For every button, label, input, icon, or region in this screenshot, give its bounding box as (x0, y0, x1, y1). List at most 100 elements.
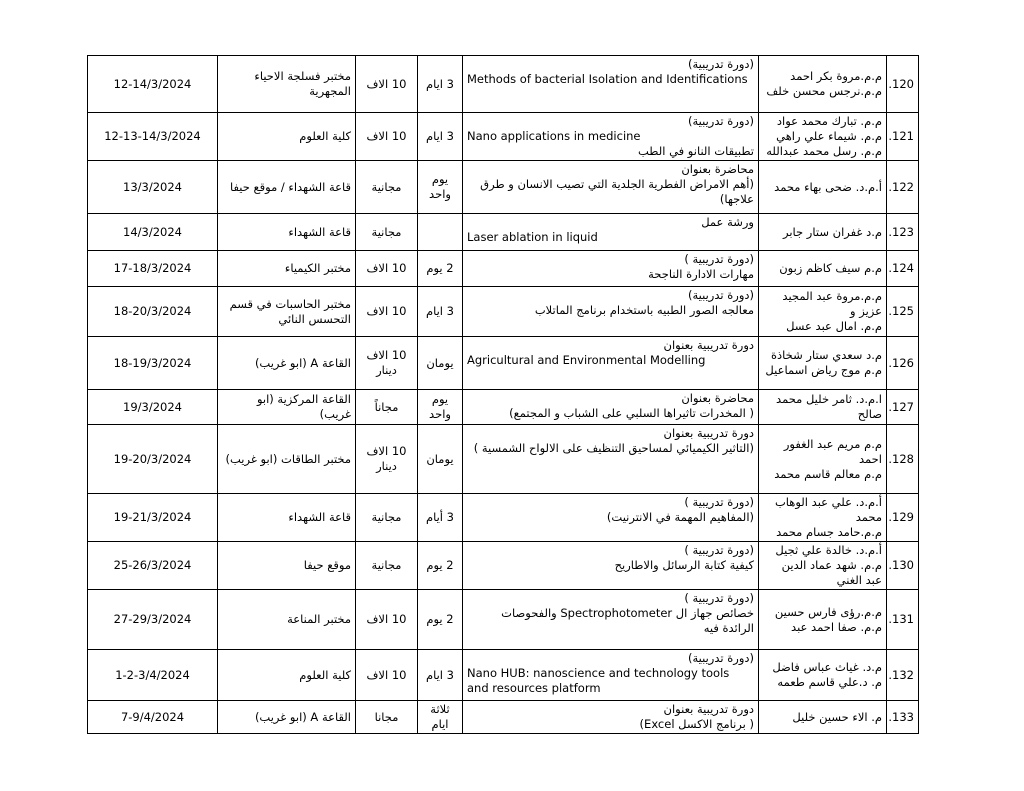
presenters-line: م.م. امال عبد عسل (786, 319, 882, 333)
presenters-line: م.م سيف كاظم زبون (779, 261, 882, 275)
presenters-cell: م.د سعدي ستار شخاذة م.م موج رياض اسماعيل (758, 336, 887, 390)
table-row: 129. أ.م.د. علي عبد الوهاب محمد م.م.حامد ج… (87, 493, 919, 542)
date-cell: 27-29/3/2024 (87, 589, 218, 650)
duration-cell: 3 ايام (417, 649, 463, 701)
date-cell: 13/3/2024 (87, 160, 218, 214)
duration-cell: 2 يوم (417, 589, 463, 650)
fee-cell: 10 الاف (355, 112, 418, 161)
table-row: 124. م.م سيف كاظم زبون (دورة تدريبية ) مهار… (87, 250, 919, 287)
row-number-cell: 130. (886, 541, 919, 590)
course-title-line: (المفاهيم المهمة في الانترنيت) (606, 510, 754, 524)
duration-cell: يومان (417, 424, 463, 494)
row-number-cell: 133. (886, 700, 919, 734)
course-title-cell: (دورة تدريبية) Methods of bacterial Isola… (462, 55, 759, 113)
presenters-line: أ.م.د. خالدة علي ثجيل (775, 543, 882, 557)
presenters-line: أ.م.د. علي عبد الوهاب محمد (774, 495, 882, 524)
course-title-line: Agricultural and Environmental Modelling (467, 353, 706, 367)
course-title-line: كيفية كتابة الرسائل والاطاريح (614, 558, 754, 572)
row-number-cell: 120. (886, 55, 919, 113)
table-row: 125. م.م.مروة عبد المجيد عزيز و م.م. امال … (87, 286, 919, 337)
course-title-line: دورة تدريبية بعنوان (663, 426, 754, 440)
duration-cell: 3 أيام (417, 493, 463, 542)
presenters-cell: أ.م.د. ضحى بهاء محمد (758, 160, 887, 214)
table-row: 122. أ.م.د. ضحى بهاء محمد محاضرة بعنوان (أه… (87, 160, 919, 214)
fee-cell: 10 الاف دينار (355, 336, 418, 390)
duration-cell: يومان (417, 336, 463, 390)
row-number-cell: 121. (886, 112, 919, 161)
table-row: 133. م. الاء حسين خليل دورة تدريبية بعنوان… (87, 700, 919, 734)
fee-cell: مجانية (355, 160, 418, 214)
location-cell: قاعة الشهداء (217, 493, 356, 542)
location-cell: مختبر الحاسبات في قسم التحسس النائي (217, 286, 356, 337)
date-cell: 1-2-3/4/2024 (87, 649, 218, 701)
location-cell: كلية العلوم (217, 649, 356, 701)
duration-cell: 3 ايام (417, 112, 463, 161)
row-number-cell: 129. (886, 493, 919, 542)
date-cell: 12-13-14/3/2024 (87, 112, 218, 161)
course-title-line: (التاثير الكيميائي لمساحيق التنظيف على ا… (473, 441, 754, 455)
presenters-line: م.م.حامد جسام محمد (776, 525, 882, 539)
presenters-cell: أ.م.د. علي عبد الوهاب محمد م.م.حامد جسام … (758, 493, 887, 542)
course-title-line: (دورة تدريبية ) (684, 591, 754, 605)
location-cell: كلية العلوم (217, 112, 356, 161)
course-title-line: محاضرة بعنوان (681, 391, 754, 405)
course-title-line: دورة تدريبية بعنوان (663, 702, 754, 716)
duration-cell: يوم واحد (417, 160, 463, 214)
courses-table: 120. م.م.مروة بكر احمد م.م.نرجس محسن خلف (د… (87, 55, 919, 734)
row-number-cell: 127. (886, 389, 919, 425)
presenters-cell: م.م سيف كاظم زبون (758, 250, 887, 287)
date-cell: 7-9/4/2024 (87, 700, 218, 734)
course-title-line: معالجه الصور الطبيه باستخدام برنامج الما… (534, 303, 754, 317)
course-title-line: (دورة تدريبية) (688, 288, 754, 302)
presenters-cell: أ.م.د. خالدة علي ثجيل م.م. شهد عماد الدين… (758, 541, 887, 590)
table-row: 127. ا.م.د. ثامر خليل محمد صالح محاضرة بعن… (87, 389, 919, 425)
presenters-line: م.د غفران ستار جابر (782, 224, 882, 239)
course-title-line: ( المخدرات تاثيراها السلبي على الشباب و … (509, 406, 754, 420)
course-title-cell: دورة تدريبية بعنوان (التاثير الكيميائي لم… (462, 424, 759, 494)
course-title-line: (دورة تدريبية ) (684, 252, 754, 266)
table-row: 123. م.د غفران ستار جابر ورشة عمل Laser abl… (87, 213, 919, 251)
fee-cell: مجانية (355, 541, 418, 590)
table-body: 120. م.م.مروة بكر احمد م.م.نرجس محسن خلف (د… (87, 55, 919, 734)
course-title-line: خصائص جهاز ال Spectrophotometer والفحوصا… (501, 606, 754, 635)
location-cell: موقع حيفا (217, 541, 356, 590)
presenters-line: م.م. صفا احمد عبد (791, 619, 882, 634)
presenters-line: م.م.رؤى فارس حسين (774, 604, 882, 619)
presenters-line: م.م. تبارك محمد عواد (776, 114, 882, 128)
row-number-cell: 124. (886, 250, 919, 287)
presenters-line: م. الاء حسين خليل (792, 709, 882, 724)
date-cell: 12-14/3/2024 (87, 55, 218, 113)
date-cell: 19/3/2024 (87, 389, 218, 425)
row-number-cell: 132. (886, 649, 919, 701)
presenters-line: م.د سعدي ستار شخاذة (771, 348, 882, 362)
course-title-line: (دورة تدريبية) (688, 57, 754, 71)
presenters-line: م. د.علي قاسم طعمه (777, 675, 882, 689)
fee-cell: مجانية (355, 493, 418, 542)
table-row: 130. أ.م.د. خالدة علي ثجيل م.م. شهد عماد ا… (87, 541, 919, 590)
course-title-cell: (دورة تدريبية ) (المفاهيم المهمة في الانت… (462, 493, 759, 542)
presenters-line: ا.م.د. ثامر خليل محمد صالح (776, 392, 882, 421)
course-title-line: دورة تدريبية بعنوان (663, 338, 754, 352)
course-title-line: تطبيقات النانو في الطب (637, 144, 754, 158)
duration-cell (417, 213, 463, 251)
course-title-line: (دورة تدريبية ) (684, 543, 754, 557)
row-number-cell: 131. (886, 589, 919, 650)
presenters-line: م.م. شيماء علي راهي (776, 129, 882, 143)
fee-cell: 10 الاف (355, 250, 418, 287)
date-cell: 19-21/3/2024 (87, 493, 218, 542)
fee-cell: 10 الاف (355, 55, 418, 113)
presenters-line: م.م موج رياض اسماعيل (765, 363, 882, 377)
course-title-line: Laser ablation in liquid (467, 230, 598, 244)
fee-cell: 10 الاف دينار (355, 424, 418, 494)
presenters-cell: م.د. غياث عباس فاضل م. د.علي قاسم طعمه (758, 649, 887, 701)
table-row: 126. م.د سعدي ستار شخاذة م.م موج رياض اسما… (87, 336, 919, 390)
course-title-cell: (دورة تدريبية ) كيفية كتابة الرسائل والاط… (462, 541, 759, 590)
presenters-line: م.م.مروة بكر احمد (790, 69, 882, 83)
course-title-line: Nano applications in medicine (467, 129, 641, 143)
location-cell: مختبر فسلجة الاحياء المجهرية (217, 55, 356, 113)
location-cell: قاعة الشهداء / موقع حيفا (217, 160, 356, 214)
fee-cell: 10 الاف (355, 286, 418, 337)
location-cell: القاعة A (ابو غريب) (217, 700, 356, 734)
location-cell: القاعة A (ابو غريب) (217, 336, 356, 390)
